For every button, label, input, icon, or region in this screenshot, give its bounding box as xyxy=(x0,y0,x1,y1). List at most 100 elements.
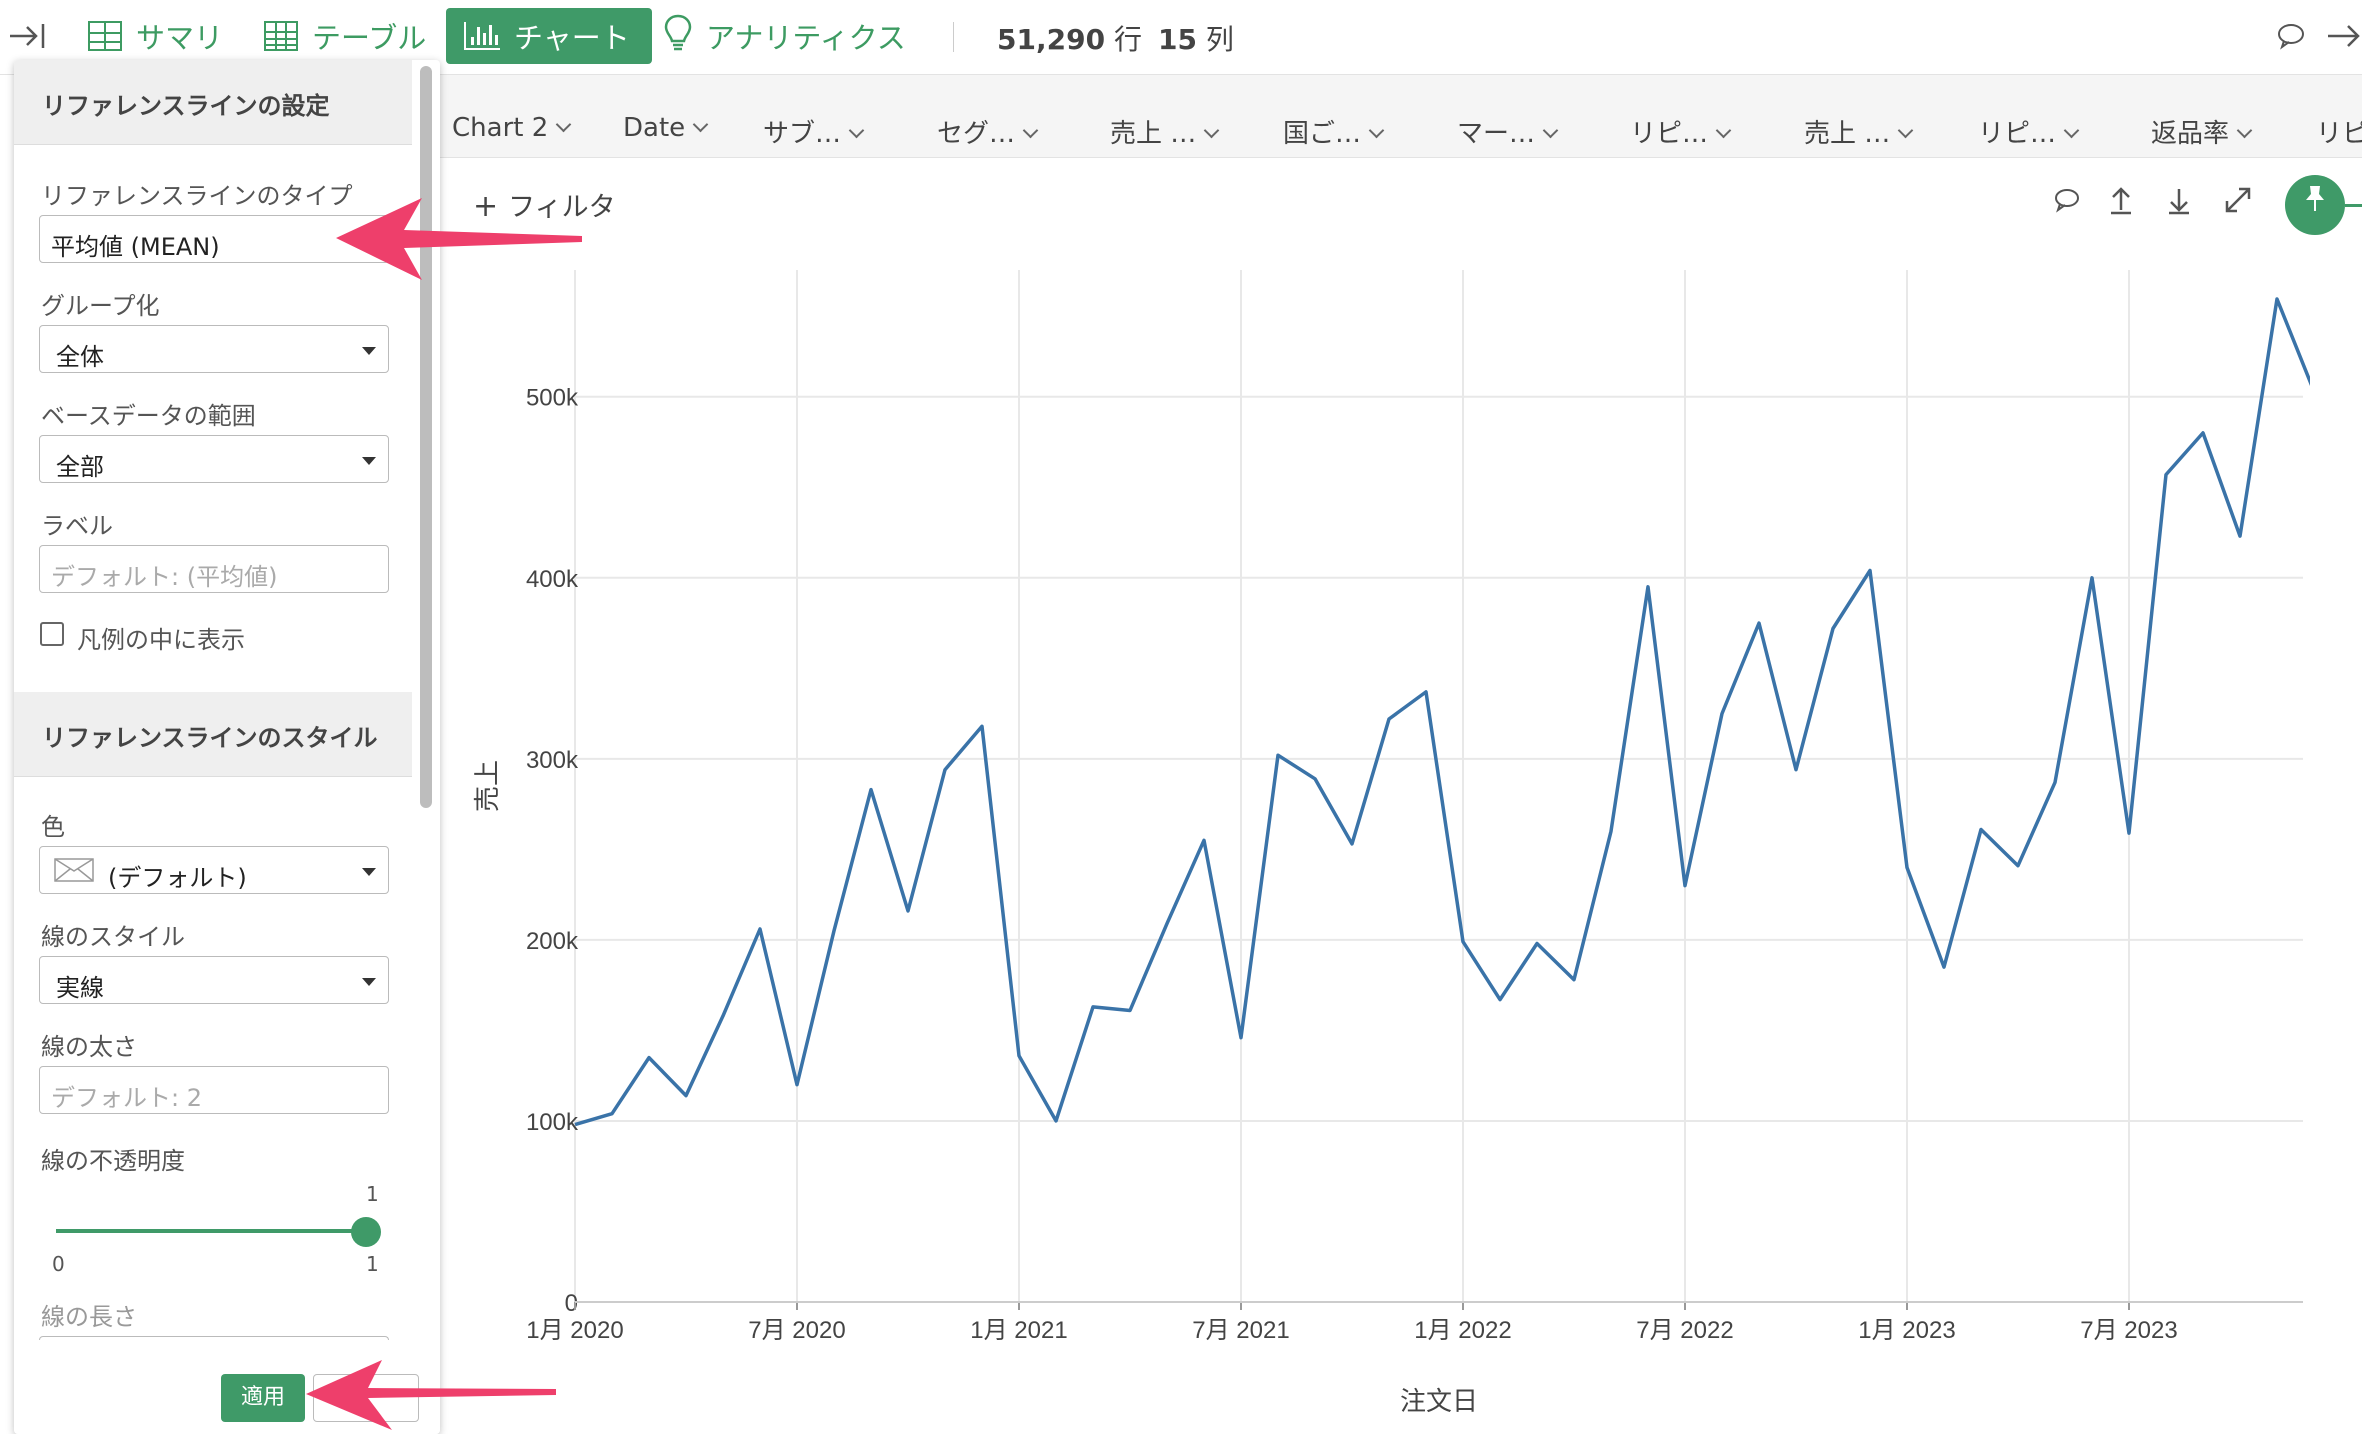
chevron-down-icon xyxy=(1022,122,1039,139)
column-tab[interactable]: 売上 … xyxy=(1110,113,1220,150)
column-tab-label: リピ… xyxy=(1630,119,1709,149)
x-tick-label: 1月 2021 xyxy=(970,1317,1067,1344)
data-point xyxy=(905,908,911,914)
chevron-down-icon xyxy=(1897,122,1914,139)
type-label: リファレンスラインのタイプ xyxy=(41,182,353,210)
y-tick-label: 100k xyxy=(526,1109,579,1136)
data-point xyxy=(720,1013,726,1019)
column-tab-label: 売上 … xyxy=(1804,119,1891,149)
data-point xyxy=(609,1111,615,1117)
opacity-current-value: 1 xyxy=(366,1182,379,1206)
line-style-select[interactable]: 実線 xyxy=(39,956,389,1004)
column-tab[interactable]: 売上 … xyxy=(1804,113,1914,150)
y-tick-label: 400k xyxy=(526,566,579,593)
data-point xyxy=(2126,830,2132,836)
x-axis: 1月 2020 7月 2020 1月 2021 7月 2021 1月 2022 7月 20… xyxy=(526,1302,2178,1344)
pin-icon xyxy=(2302,186,2328,221)
data-point xyxy=(1053,1118,1059,1124)
column-tab-label: Chart 2 xyxy=(452,113,549,143)
opacity-slider-track[interactable] xyxy=(56,1229,366,1233)
data-point xyxy=(1756,620,1762,626)
tab-table[interactable]: テーブル xyxy=(264,8,426,64)
legend-checkbox[interactable] xyxy=(40,622,64,646)
section-title: リファレンスラインの設定 xyxy=(42,92,330,120)
expand-icon[interactable] xyxy=(2224,186,2252,221)
chevron-down-icon xyxy=(555,116,572,133)
arrow-right-icon[interactable] xyxy=(2326,20,2362,56)
data-point xyxy=(1201,837,1207,843)
data-point xyxy=(757,926,763,932)
line-width-input[interactable]: デフォルト: 2 xyxy=(39,1066,389,1114)
data-point xyxy=(1275,752,1281,758)
column-tab[interactable]: Date xyxy=(623,113,709,143)
column-tab[interactable]: リピ… xyxy=(1978,113,2080,150)
column-tab[interactable]: リピ xyxy=(2316,113,2362,150)
comment-icon[interactable] xyxy=(2276,22,2306,54)
column-tab[interactable]: マー… xyxy=(1457,113,1559,150)
x-tick-label: 1月 2023 xyxy=(1858,1317,1955,1344)
group-select[interactable]: 全体 xyxy=(39,325,389,373)
x-tick-label: 7月 2022 xyxy=(1636,1317,1733,1344)
upload-icon[interactable] xyxy=(2108,186,2134,223)
comment-icon[interactable] xyxy=(2052,186,2082,221)
reference-line-panel: リファレンスラインの設定 リファレンスラインのタイプ 平均値 (MEAN) グル… xyxy=(14,60,440,1434)
column-tab[interactable]: Chart 2 xyxy=(452,113,572,143)
y-axis-label: 売上 xyxy=(472,760,502,812)
row-count: 51,290 行 xyxy=(997,18,1142,58)
color-select[interactable]: (デフォルト) xyxy=(39,846,389,894)
x-tick-label: 1月 2020 xyxy=(526,1317,623,1344)
data-point xyxy=(979,723,985,729)
series-points xyxy=(572,296,2310,1128)
column-tab[interactable]: リピ… xyxy=(1630,113,1732,150)
column-count-unit: 列 xyxy=(1205,23,1234,56)
type-select[interactable]: 平均値 (MEAN) xyxy=(39,215,389,263)
add-filter-button[interactable]: + フィルタ xyxy=(473,185,616,224)
tab-chart[interactable]: チャート xyxy=(446,8,652,64)
tab-table-label: テーブル xyxy=(312,21,427,55)
download-icon[interactable] xyxy=(2166,186,2192,223)
opacity-min-label: 0 xyxy=(52,1252,65,1276)
tab-summary-label: サマリ xyxy=(136,21,224,55)
group-select-value: 全体 xyxy=(56,343,104,371)
toolbar-divider xyxy=(953,22,954,52)
data-point xyxy=(1941,964,1947,970)
data-point xyxy=(1127,1008,1133,1014)
column-tab[interactable]: 返品率 xyxy=(2151,113,2253,150)
label-input[interactable]: デフォルト: (平均値) xyxy=(39,545,389,593)
chevron-down-icon xyxy=(1368,122,1385,139)
data-point xyxy=(1793,767,1799,773)
panel-scrollbar[interactable] xyxy=(420,66,432,808)
pin-connector xyxy=(2345,204,2362,207)
data-point xyxy=(794,1082,800,1088)
cancel-button[interactable] xyxy=(313,1374,419,1422)
caret-down-icon xyxy=(362,978,376,986)
lightbulb-icon xyxy=(664,13,692,60)
column-tab[interactable]: 国ご… xyxy=(1283,113,1385,150)
opacity-max-label: 1 xyxy=(366,1252,379,1276)
data-point xyxy=(2015,863,2021,869)
data-point xyxy=(2274,296,2280,302)
apply-button[interactable]: 適用 xyxy=(221,1374,305,1422)
pin-button[interactable] xyxy=(2285,175,2345,235)
data-point xyxy=(1386,716,1392,722)
data-point xyxy=(2052,779,2058,785)
column-tab[interactable]: セグ… xyxy=(937,113,1039,150)
x-tick-label: 7月 2020 xyxy=(748,1317,845,1344)
column-count: 15 列 xyxy=(1158,18,1234,58)
color-swatch-icon xyxy=(54,858,94,888)
tab-summary[interactable]: サマリ xyxy=(88,8,223,64)
opacity-slider-handle[interactable] xyxy=(351,1217,381,1247)
collapse-panel-icon[interactable] xyxy=(8,14,48,58)
section-title: リファレンスラインのスタイル xyxy=(42,724,378,752)
tab-analytics[interactable]: アナリティクス xyxy=(664,8,906,64)
row-count-value: 51,290 xyxy=(997,23,1106,56)
column-tab[interactable]: サブ… xyxy=(763,113,865,150)
legend-checkbox-label: 凡例の中に表示 xyxy=(77,626,245,654)
data-point xyxy=(1682,883,1688,889)
type-select-value: 平均値 (MEAN) xyxy=(51,233,220,261)
caret-down-icon xyxy=(362,457,376,465)
chevron-down-icon xyxy=(2063,122,2080,139)
range-select[interactable]: 全部 xyxy=(39,435,389,483)
data-point xyxy=(1571,977,1577,983)
